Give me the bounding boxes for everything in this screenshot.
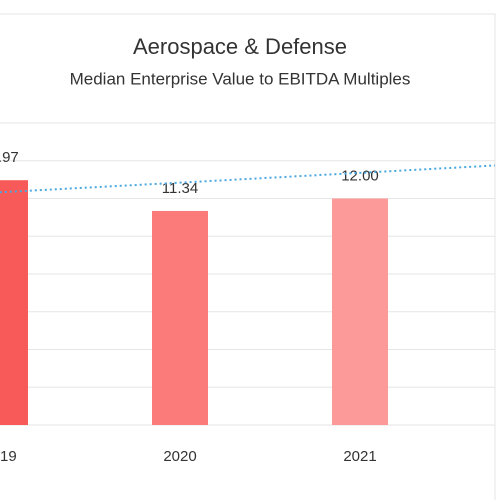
x-tick-label: 2021 (343, 448, 376, 465)
chart-frame (0, 13, 496, 500)
trendline (0, 164, 496, 194)
bar (332, 198, 388, 425)
x-tick-label: 2020 (163, 448, 196, 465)
bar (0, 180, 28, 425)
bar (152, 210, 208, 425)
value-label: 12.00 (341, 167, 379, 184)
chart-title: Aerospace & Defense (133, 34, 347, 59)
value-label: 11.34 (162, 180, 198, 197)
chart-subtitle: Median Enterprise Value to EBITDA Multip… (70, 69, 411, 88)
x-tick-label: 2019 (0, 448, 17, 465)
value-label: 12.97 (0, 149, 19, 166)
